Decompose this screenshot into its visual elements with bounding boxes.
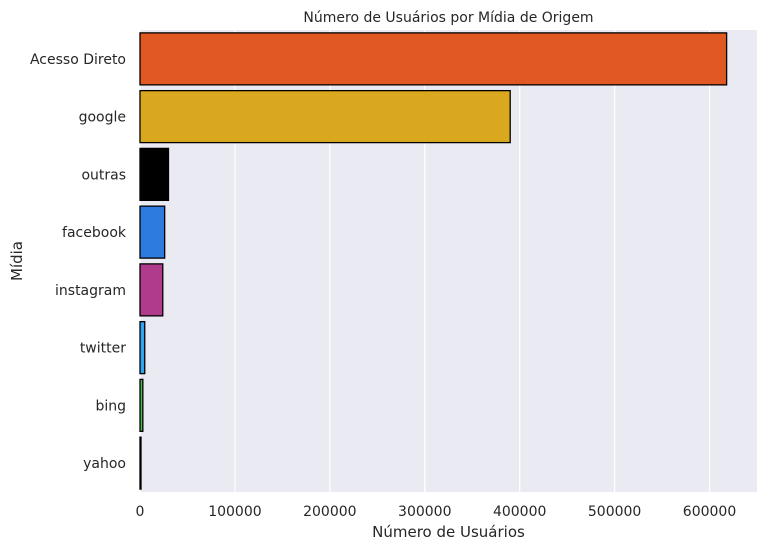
bars-group [139, 32, 728, 490]
bar-facebook [139, 205, 166, 259]
y-axis-ticks: Acesso Direto google outras facebook instagr… [30, 52, 127, 472]
x-tick-label: 500000 [588, 504, 641, 520]
bar-twitter [139, 320, 146, 375]
y-tick-label: yahoo [83, 456, 126, 472]
bar-google [139, 89, 511, 144]
x-axis-label: Número de Usuários [372, 523, 525, 541]
x-tick-label: 200000 [303, 504, 356, 520]
x-tick-label: 0 [136, 504, 145, 520]
x-axis-ticks: 0 100000 200000 300000 400000 500000 600000 [136, 504, 737, 520]
y-tick-label: Acesso Direto [30, 52, 126, 68]
y-tick-label: facebook [62, 225, 127, 241]
x-tick-label: 400000 [493, 504, 546, 520]
bar-acesso-direto [139, 32, 728, 86]
x-tick-label: 600000 [683, 504, 736, 520]
y-axis-label: Mídia [8, 241, 26, 281]
y-tick-label: bing [95, 398, 126, 414]
bar-instagram [139, 263, 164, 317]
y-tick-label: outras [81, 167, 126, 183]
chart-title: Número de Usuários por Mídia de Origem [303, 10, 593, 26]
bar-outras [139, 147, 170, 202]
y-tick-label: twitter [80, 341, 126, 357]
bar-bing [139, 378, 144, 433]
x-tick-label: 300000 [398, 504, 451, 520]
bar-yahoo [139, 436, 142, 490]
y-tick-label: google [79, 110, 126, 126]
x-tick-label: 100000 [208, 504, 261, 520]
y-tick-label: instagram [55, 283, 126, 299]
